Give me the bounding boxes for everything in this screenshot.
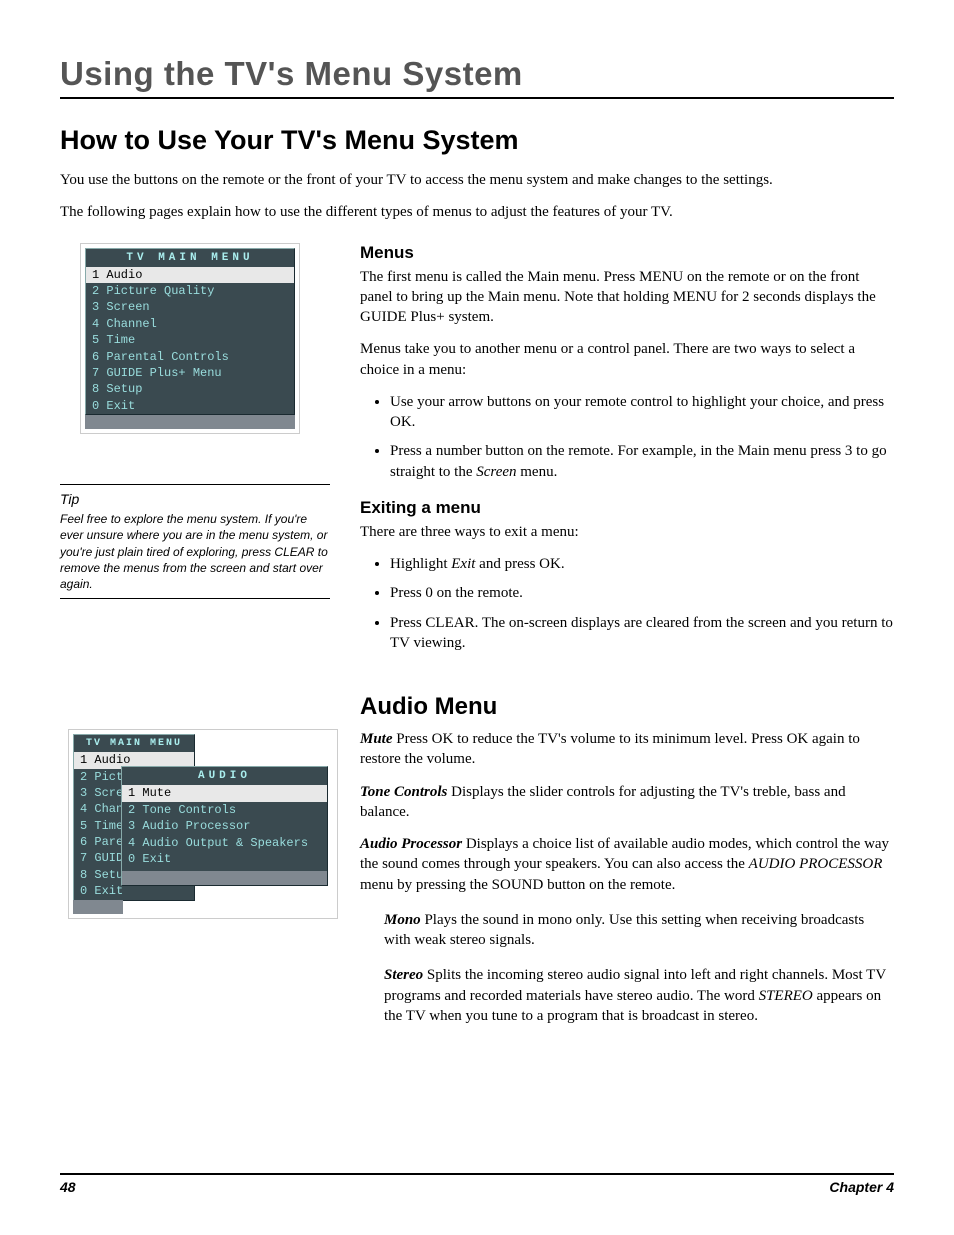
tone-label: Tone Controls — [360, 784, 447, 800]
osd-menu-item: 5 Time — [86, 332, 294, 348]
menus-bullet-1: Use your arrow buttons on your remote co… — [390, 392, 894, 433]
chapter-title: Using the TV's Menu System — [60, 55, 894, 93]
exiting-bullet-2: Press 0 on the remote. — [390, 583, 894, 603]
audio-stereo: Stereo Splits the incoming stereo audio … — [384, 965, 894, 1026]
intro-paragraph-2: The following pages explain how to use t… — [60, 202, 894, 222]
proc-text-b: menu by pressing the SOUND button on the… — [360, 877, 675, 893]
mono-text: Plays the sound in mono only. Use this s… — [384, 912, 864, 948]
exiting-b1-suffix: and press OK. — [475, 556, 564, 572]
exiting-b1-prefix: Highlight — [390, 556, 451, 572]
osd-audio-footer — [122, 871, 327, 885]
menus-p2: Menus take you to another menu or a cont… — [360, 339, 894, 380]
menus-b2-suffix: menu. — [517, 464, 558, 480]
exiting-bullet-3: Press CLEAR. The on-screen displays are … — [390, 613, 894, 654]
page-footer: 48 Chapter 4 — [60, 1173, 894, 1195]
osd-menu-item: 0 Exit — [86, 398, 294, 414]
osd-audio-title: AUDIO — [122, 767, 327, 785]
osd-menu-item: 6 Parental Controls — [86, 349, 294, 365]
osd-menu-item: 4 Audio Output & Speakers — [122, 835, 327, 851]
exiting-heading: Exiting a menu — [360, 498, 894, 518]
exiting-bullet-1: Highlight Exit and press OK. — [390, 554, 894, 574]
osd-menu-item: 7 GUIDE Plus+ Menu — [86, 365, 294, 381]
mute-label: Mute — [360, 731, 393, 747]
audio-mono: Mono Plays the sound in mono only. Use t… — [384, 910, 894, 951]
page: Using the TV's Menu System How to Use Yo… — [0, 0, 954, 1235]
menus-b2-prefix: Press a number button on the remote. For… — [390, 443, 887, 479]
osd-menu-item: 3 Screen — [86, 299, 294, 315]
mute-text: Press OK to reduce the TV's volume to it… — [360, 731, 860, 767]
audio-tone: Tone Controls Displays the slider contro… — [360, 782, 894, 823]
audio-menu-heading: Audio Menu — [360, 693, 894, 721]
audio-mute: Mute Press OK to reduce the TV's volume … — [360, 729, 894, 770]
osd-main-title: TV MAIN MENU — [86, 249, 294, 267]
exiting-bullet-list: Highlight Exit and press OK. Press 0 on … — [360, 554, 894, 653]
osd-menu-item: 4 Channel — [86, 316, 294, 332]
chapter-label: Chapter 4 — [829, 1179, 894, 1195]
stereo-label: Stereo — [384, 967, 423, 983]
menus-p1: The first menu is called the Main menu. … — [360, 267, 894, 328]
tip-body: Feel free to explore the menu system. If… — [60, 511, 330, 592]
intro-paragraph-1: You use the buttons on the remote or the… — [60, 170, 894, 190]
tip-block: Tip Feel free to explore the menu system… — [60, 484, 330, 599]
left-column: TV MAIN MENU 1 Audio2 Picture Quality3 S… — [60, 243, 330, 1039]
exiting-b1-italic: Exit — [451, 556, 475, 572]
proc-italic: AUDIO PROCESSOR — [749, 856, 883, 872]
right-column: Menus The first menu is called the Main … — [360, 243, 894, 1039]
exiting-p1: There are three ways to exit a menu: — [360, 522, 894, 542]
section-heading-howto: How to Use Your TV's Menu System — [60, 125, 894, 156]
osd-menu-item: 8 Setup — [86, 381, 294, 397]
menus-bullet-list: Use your arrow buttons on your remote co… — [360, 392, 894, 482]
page-number: 48 — [60, 1179, 76, 1195]
osd-main2-title: TV MAIN MENU — [74, 735, 194, 752]
osd-footer-bar — [85, 415, 295, 429]
divider — [60, 97, 894, 99]
osd-menu-item: 3 Audio Processor — [122, 818, 327, 834]
osd-stack-footer — [73, 900, 123, 914]
osd-screenshot-main-menu: TV MAIN MENU 1 Audio2 Picture Quality3 S… — [80, 243, 300, 435]
menus-heading: Menus — [360, 243, 894, 263]
tip-title: Tip — [60, 491, 330, 507]
two-column-layout: TV MAIN MENU 1 Audio2 Picture Quality3 S… — [60, 243, 894, 1039]
osd-menu-item: 1 Mute — [122, 785, 327, 801]
osd-menu-item: 0 Exit — [122, 851, 327, 867]
osd-menu-item: 2 Picture Quality — [86, 283, 294, 299]
proc-label: Audio Processor — [360, 836, 462, 852]
osd-menu-item: 1 Audio — [86, 267, 294, 283]
stereo-italic: STEREO — [759, 988, 813, 1004]
mono-label: Mono — [384, 912, 421, 928]
audio-processor: Audio Processor Displays a choice list o… — [360, 834, 894, 895]
osd-screenshot-audio-menu: TV MAIN MENU 1 Audio2 Pict3 Scre4 Chan5 … — [68, 729, 330, 919]
osd-menu-item: 2 Tone Controls — [122, 802, 327, 818]
menus-bullet-2: Press a number button on the remote. For… — [390, 441, 894, 482]
menus-b2-italic: Screen — [476, 464, 516, 480]
